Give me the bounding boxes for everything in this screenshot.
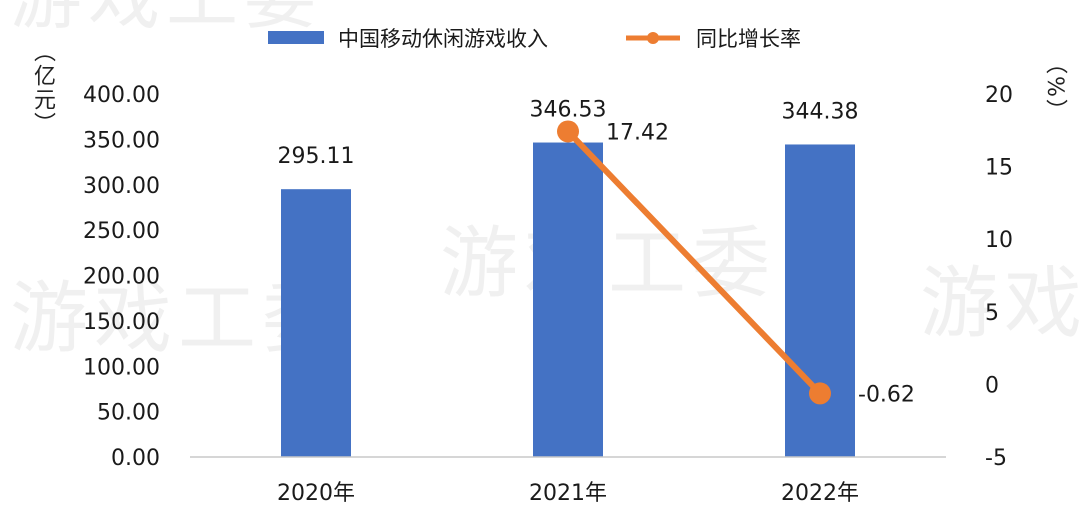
growth-rate-point [809, 382, 831, 405]
right-tick-label: 10 [985, 228, 1013, 253]
left-tick-label: 50.00 [97, 401, 160, 426]
watermark-text: 游戏工委 [10, 0, 322, 39]
left-tick-label: 200.00 [83, 265, 160, 290]
bar-series [281, 142, 855, 457]
x-tick-label: 2022年 [781, 481, 859, 506]
right-tick-label: -5 [985, 446, 1007, 471]
right-axis-ticks: -5 0 5 10 15 20 [985, 83, 1013, 471]
line-series [557, 120, 831, 405]
bar [533, 142, 603, 457]
legend-line-marker [647, 32, 659, 44]
watermark-text: 游戏工委 [920, 259, 1080, 349]
left-tick-label: 250.00 [83, 219, 160, 244]
left-tick-label: 150.00 [83, 310, 160, 335]
left-tick-label: 300.00 [83, 174, 160, 199]
left-tick-label: 0.00 [111, 446, 160, 471]
bar [281, 189, 351, 457]
right-tick-label: 5 [985, 301, 999, 326]
growth-rate-line [565, 128, 823, 397]
left-tick-label: 350.00 [83, 128, 160, 153]
legend-bar-swatch [268, 31, 324, 44]
left-axis-unit-label: （亿元） [30, 40, 55, 136]
left-tick-label: 400.00 [83, 83, 160, 108]
bar [785, 144, 855, 457]
watermark-layer: 游戏工委游戏工委游戏工委游戏工委 [10, 0, 1080, 364]
line-value-label: -0.62 [858, 382, 915, 407]
left-tick-label: 100.00 [83, 355, 160, 380]
x-tick-label: 2020年 [277, 481, 355, 506]
bar-value-label: 346.53 [530, 98, 607, 123]
watermark-text: 游戏工委 [440, 219, 776, 309]
right-axis-unit-label: （%） [1042, 52, 1067, 123]
right-tick-label: 0 [985, 373, 999, 398]
chart-legend: 中国移动休闲游戏收入 同比增长率 [268, 27, 801, 51]
left-axis-ticks: 0.00 50.00 100.00 150.00 200.00 250.00 300.00 3… [83, 83, 160, 471]
data-labels: 295.11 346.53 344.38 17.42 -0.62 [278, 98, 915, 408]
growth-rate-point [557, 120, 579, 143]
right-tick-label: 15 [985, 156, 1013, 181]
bar-value-label: 344.38 [782, 99, 859, 124]
bar-value-label: 295.11 [278, 144, 355, 169]
x-tick-label: 2021年 [529, 481, 607, 506]
legend-bar-label: 中国移动休闲游戏收入 [338, 27, 548, 51]
right-tick-label: 20 [985, 83, 1013, 108]
x-axis-labels: 2020年 2021年 2022年 [277, 481, 859, 506]
line-value-label: 17.42 [606, 120, 669, 145]
legend-line-label: 同比增长率 [696, 27, 801, 51]
